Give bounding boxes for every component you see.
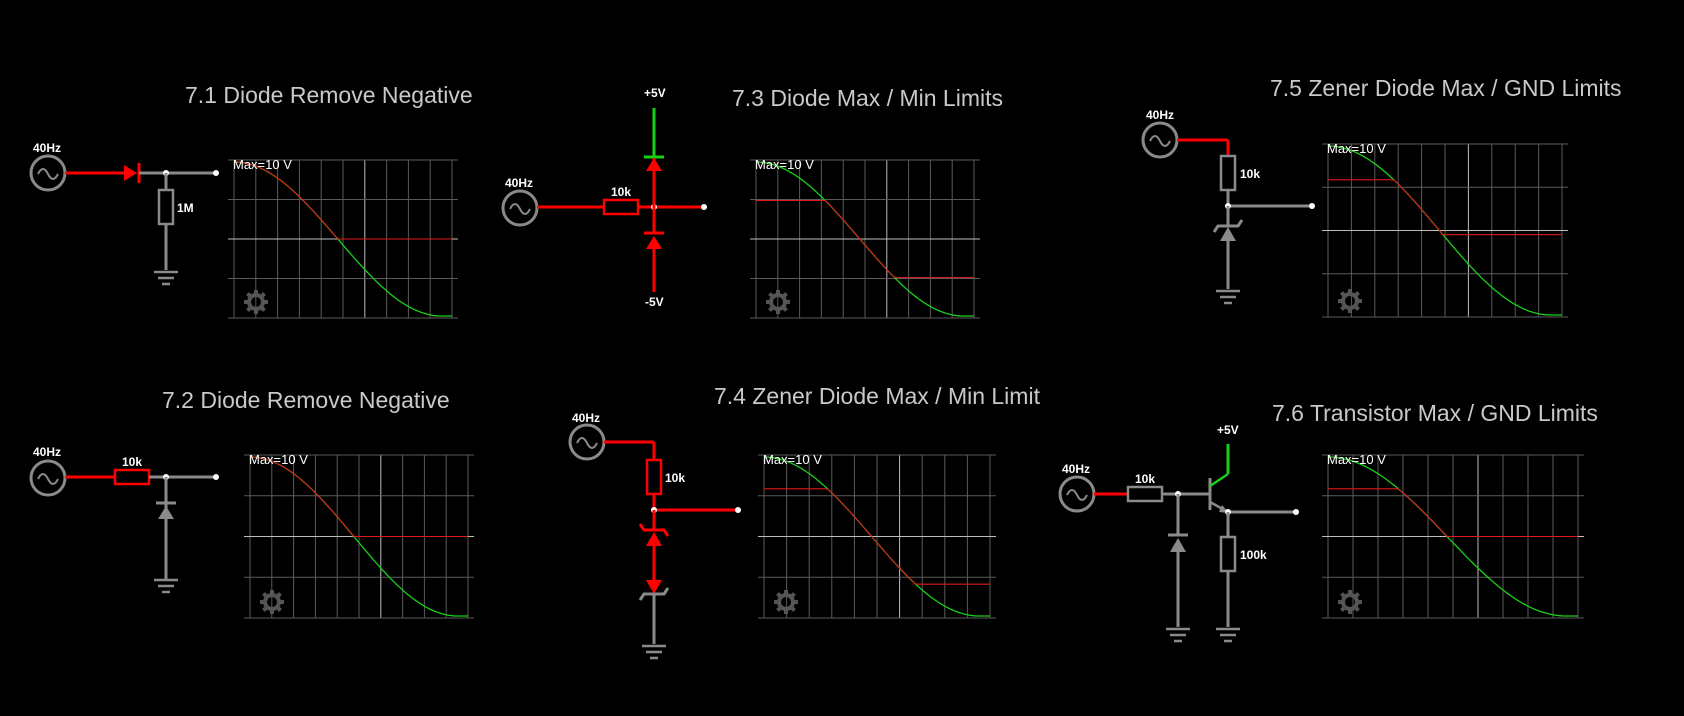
oscilloscope[interactable]: Max=10 V — [244, 452, 474, 619]
output-trace — [1328, 488, 1578, 538]
zener-diode-upper[interactable] — [638, 510, 670, 580]
oscilloscope[interactable]: Max=10 V — [750, 157, 980, 319]
npn-transistor[interactable] — [1208, 444, 1230, 514]
oscilloscope[interactable]: Max=10 V — [758, 452, 996, 619]
ground-icon — [1216, 627, 1240, 643]
scope-max-label: Max=10 V — [1327, 141, 1386, 156]
circuit-7-4: 7.4 Zener Diode Max / Min Limit 40Hz 10k — [568, 383, 1041, 660]
input-trace — [1328, 456, 1578, 617]
circuit-7-1: 7.1 Diode Remove Negative 40Hz 1M Max=10… — [29, 82, 473, 319]
source-label: 40Hz — [572, 411, 600, 425]
oscilloscope[interactable]: Max=10 V — [228, 157, 458, 319]
circuit-title: 7.2 Diode Remove Negative — [162, 387, 450, 413]
scope-max-label: Max=10 V — [763, 452, 822, 467]
resistor-label: 10k — [665, 471, 685, 485]
resistor-label: 10k — [611, 185, 631, 199]
scope-max-label: Max=10 V — [249, 452, 308, 467]
scope-max-label: Max=10 V — [233, 157, 292, 172]
terminal[interactable] — [213, 474, 219, 480]
resistor-label: 100k — [1240, 548, 1267, 562]
source-label: 40Hz — [33, 445, 61, 459]
terminal[interactable] — [701, 204, 707, 210]
resistor-10k[interactable] — [65, 468, 216, 486]
ac-source-icon[interactable] — [1058, 475, 1096, 513]
ac-source-icon[interactable] — [1141, 121, 1179, 159]
input-trace — [1328, 145, 1562, 316]
circuit-title: 7.3 Diode Max / Min Limits — [732, 85, 1003, 111]
ac-source-icon[interactable] — [501, 189, 539, 227]
resistor-label: 10k — [122, 455, 142, 469]
ground-icon — [154, 270, 178, 286]
scope-max-label: Max=10 V — [1327, 452, 1386, 467]
source-label: 40Hz — [1062, 462, 1090, 476]
circuit-title: 7.5 Zener Diode Max / GND Limits — [1270, 75, 1622, 101]
zener-diode[interactable] — [1212, 206, 1244, 289]
supply-label: +5V — [644, 86, 666, 100]
output-trace — [250, 456, 468, 538]
source-label: 40Hz — [505, 176, 533, 190]
circuit-7-6: 7.6 Transistor Max / GND Limits 40Hz 10k… — [1058, 400, 1598, 643]
resistor-10k[interactable] — [537, 198, 704, 216]
output-trace — [234, 161, 452, 240]
output-trace — [1328, 179, 1562, 236]
terminal[interactable] — [213, 170, 219, 176]
zener-diode-lower[interactable] — [638, 580, 670, 644]
oscilloscope[interactable]: Max=10 V — [1322, 452, 1584, 619]
ac-source-icon[interactable] — [29, 459, 67, 497]
gear-icon[interactable] — [1336, 588, 1364, 616]
terminal[interactable] — [1293, 509, 1299, 515]
output-trace — [764, 488, 990, 585]
resistor-label: 10k — [1240, 167, 1260, 181]
resistor-10k[interactable] — [604, 440, 663, 510]
output-trace — [756, 199, 974, 279]
circuit-title: 7.4 Zener Diode Max / Min Limit — [714, 383, 1041, 409]
terminal[interactable] — [1309, 203, 1315, 209]
circuit-7-5: 7.5 Zener Diode Max / GND Limits 40Hz 10… — [1141, 75, 1622, 318]
diode-upper[interactable] — [644, 108, 664, 207]
ground-icon — [642, 644, 666, 660]
oscilloscope[interactable]: Max=10 V — [1322, 141, 1568, 318]
resistor-label: 1M — [177, 201, 194, 215]
ground-icon — [154, 578, 178, 594]
resistor-100k[interactable] — [1219, 512, 1237, 627]
ac-source-icon[interactable] — [29, 154, 67, 192]
diode-lower[interactable] — [644, 207, 664, 292]
source-label: 40Hz — [1146, 108, 1174, 122]
ground-icon — [1166, 627, 1190, 643]
circuit-title: 7.1 Diode Remove Negative — [185, 82, 473, 108]
resistor-10k[interactable] — [1177, 138, 1237, 206]
wire[interactable] — [65, 163, 141, 183]
resistor-label: 10k — [1135, 472, 1155, 486]
terminal[interactable] — [735, 507, 741, 513]
gear-icon[interactable] — [772, 588, 800, 616]
resistor-10k[interactable] — [1094, 485, 1210, 503]
ground-icon — [1216, 289, 1240, 305]
supply-label: -5V — [645, 295, 664, 309]
circuit-7-2: 7.2 Diode Remove Negative 40Hz 10k Max=1… — [29, 387, 474, 619]
diode[interactable] — [156, 477, 176, 580]
source-label: 40Hz — [33, 141, 61, 155]
resistor-1m[interactable] — [157, 173, 175, 270]
ac-source-icon[interactable] — [568, 423, 606, 461]
gear-icon[interactable] — [1336, 287, 1364, 315]
supply-label: +5V — [1217, 423, 1239, 437]
circuit-title: 7.6 Transistor Max / GND Limits — [1272, 400, 1598, 426]
circuit-7-3: 7.3 Diode Max / Min Limits 40Hz 10k +5V … — [501, 85, 1003, 319]
scope-max-label: Max=10 V — [755, 157, 814, 172]
diode[interactable] — [1168, 494, 1188, 627]
